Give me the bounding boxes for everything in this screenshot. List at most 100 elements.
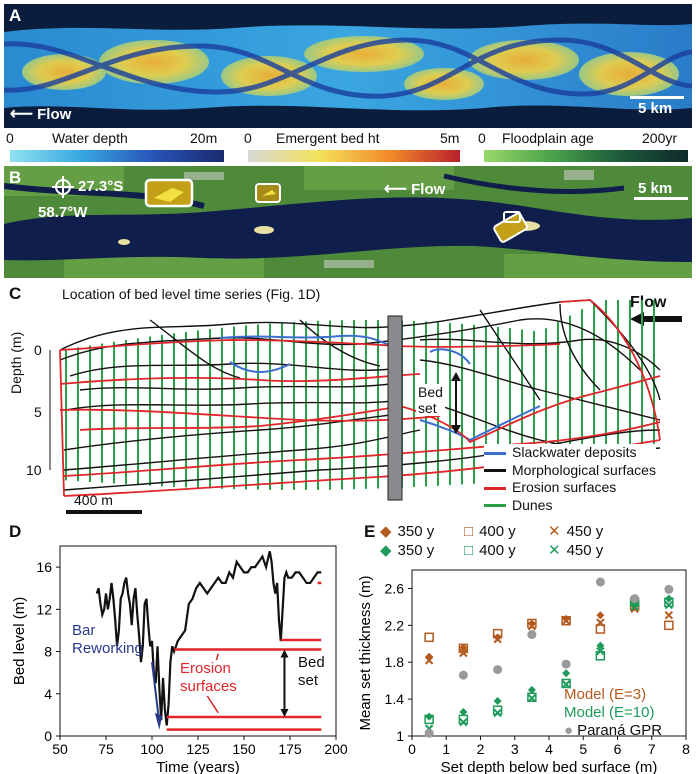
data-point: [459, 708, 468, 717]
left-arrow-icon: ⟵: [10, 106, 33, 123]
legend-marker-icon: ✕: [548, 523, 561, 540]
legend-entry: ◆ 350 y: [380, 522, 464, 540]
legend-marker-icon: □: [464, 542, 474, 559]
data-point: [527, 619, 536, 628]
legend-marker-icon: □: [464, 523, 474, 540]
data-point: [527, 692, 537, 703]
data-point: [527, 685, 536, 694]
legend-marker-icon: ◆: [380, 523, 392, 540]
longitude-label: 58.7°W: [38, 204, 88, 221]
flow-indicator-b: ⟵ Flow: [384, 181, 446, 198]
model-legend-label: Paraná GPR: [577, 722, 663, 739]
flow-label-c: Flow: [630, 294, 667, 311]
data-point: [596, 618, 605, 627]
data-point: [493, 665, 503, 675]
series-circle: [424, 577, 674, 738]
series-diamond: [425, 594, 673, 721]
data-point: [664, 600, 674, 610]
legend-swatch: [484, 486, 506, 490]
series-x: [424, 604, 674, 665]
latitude-label: 27.3°S: [78, 178, 124, 195]
data-point: [425, 652, 434, 661]
legend-marker-icon: ◆: [380, 542, 392, 559]
data-point: [492, 628, 503, 639]
legend-item-1: Morphological surfaces: [484, 462, 656, 480]
data-point: [595, 577, 605, 587]
legend-marker-icon: ✕: [548, 542, 561, 559]
colorbar-bed-min: 0: [244, 130, 252, 146]
x-tick-label: 0: [408, 741, 416, 757]
y-tick-label: 8: [44, 644, 52, 660]
data-point: [424, 632, 434, 643]
flow-indicator-a: ⟵ Flow: [10, 106, 72, 123]
y-tick-label: 12: [36, 601, 52, 617]
data-point: [527, 622, 537, 631]
colorbar-bed-name: Emergent bed ht: [276, 130, 380, 146]
x-axis-label: Set depth below bed surface (m): [441, 759, 658, 774]
legend-row-0: ◆ 350 y □ 400 y ✕ 450 y: [380, 522, 632, 541]
data-point: [562, 669, 571, 678]
legend-entry: □ 400 y: [464, 523, 548, 540]
data-point: [493, 696, 502, 705]
data-point: [561, 678, 571, 689]
y-tick-label: 1.8: [385, 654, 405, 670]
scale-bar-c: [66, 510, 142, 514]
x-tick-label: 50: [52, 741, 68, 757]
data-point: [561, 680, 571, 689]
x-axis-label: Time (years): [156, 759, 240, 774]
data-point: [459, 643, 468, 652]
legend-entry: ✕ 450 y: [548, 522, 632, 540]
legend-label: Dunes: [512, 496, 553, 513]
data-point: [561, 616, 571, 625]
bed-level-line: [95, 551, 322, 726]
colorbar-bed-max: 5m: [440, 130, 460, 146]
bar-reworking-label: Bar Reworking: [72, 622, 143, 657]
legend-swatch: [484, 469, 506, 473]
left-arrow-icon: ⟵: [384, 181, 407, 198]
model-legend-label: Model (E=3): [564, 686, 647, 703]
colorbar-depth-min: 0: [6, 130, 14, 146]
panel-c-label: C: [9, 284, 22, 303]
x-tick-label: 150: [232, 741, 256, 757]
colorbar-floodplain-name: Floodplain age: [502, 130, 594, 146]
x-tick-label: 1: [442, 741, 450, 757]
erosion-surfaces-label: Erosion surfaces: [180, 660, 237, 696]
depth-tick-0: 0: [34, 342, 42, 358]
data-point: [424, 714, 434, 725]
legend-label: 400 y: [479, 542, 516, 559]
legend-label: Morphological surfaces: [512, 461, 656, 478]
legend-label: 400 y: [479, 523, 516, 540]
data-point: [664, 620, 674, 631]
x-tick-label: 7: [648, 741, 656, 757]
y-axis-label: Mean set thickness (m): [357, 575, 374, 730]
colorbar-floodplain-min: 0: [478, 130, 486, 146]
bar-highlight-boxes: [144, 178, 529, 243]
legend-label: 350 y: [397, 523, 435, 540]
circle-marker-icon: ●: [564, 722, 574, 739]
x-tick-label: 200: [324, 741, 348, 757]
model-legend-label: Model (E=10): [564, 704, 655, 721]
x-tick-label: 4: [545, 741, 553, 757]
depth-tick-5: 5: [34, 404, 42, 420]
panel-a-label: A: [9, 6, 22, 25]
bed-level-chart: 50 75 100 125 150 175 200 0 4 8 12 16 Time (years) Be…: [11, 545, 348, 774]
data-point: [596, 611, 605, 620]
y-tick-label: 0: [44, 728, 52, 744]
y-tick-label: 2.6: [385, 580, 405, 596]
data-point: [664, 610, 674, 620]
data-point: [458, 670, 468, 680]
model-legend-item: Model (E=10): [564, 704, 662, 722]
data-point: [424, 656, 434, 665]
model-legend-item: ● Paraná GPR: [564, 722, 662, 740]
legend-swatch: [484, 504, 506, 508]
bedset-label: Bed set: [416, 384, 445, 416]
model-legend: Model (E=3) Model (E=10) ● Paraná GPR: [564, 686, 662, 740]
legend-item-3: Dunes: [484, 497, 656, 515]
data-point: [596, 641, 605, 650]
model-legend-item: Model (E=3): [564, 686, 662, 704]
x-tick-label: 2: [477, 741, 485, 757]
data-point: [493, 708, 502, 718]
crosshair-icon: [52, 176, 74, 198]
colorbar-emergent-bed: [248, 150, 460, 162]
